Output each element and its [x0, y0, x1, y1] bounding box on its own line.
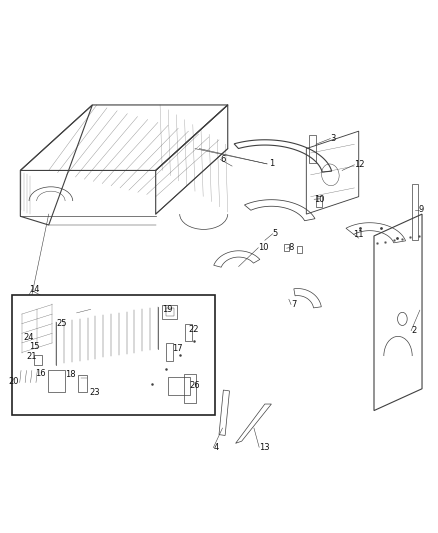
- Text: 4: 4: [213, 443, 219, 452]
- Text: 20: 20: [8, 377, 19, 386]
- Text: 15: 15: [29, 342, 39, 351]
- Text: 1: 1: [269, 159, 275, 168]
- Text: 2: 2: [411, 326, 417, 335]
- FancyBboxPatch shape: [12, 295, 215, 415]
- Text: 5: 5: [273, 229, 278, 238]
- Text: 23: 23: [89, 387, 100, 397]
- Text: 25: 25: [56, 319, 67, 328]
- Text: 16: 16: [35, 369, 46, 378]
- Text: 6: 6: [220, 155, 226, 164]
- Text: 21: 21: [27, 352, 37, 361]
- Text: 24: 24: [24, 333, 34, 342]
- Text: 13: 13: [259, 443, 270, 452]
- Text: 14: 14: [29, 285, 39, 294]
- Text: 19: 19: [162, 305, 172, 314]
- Text: 8: 8: [289, 243, 294, 252]
- Text: 17: 17: [172, 344, 182, 353]
- Text: 12: 12: [354, 160, 365, 169]
- Text: 22: 22: [188, 325, 198, 334]
- Text: 9: 9: [419, 205, 424, 214]
- Text: 10: 10: [314, 195, 325, 204]
- Text: 10: 10: [258, 243, 269, 252]
- Text: 3: 3: [330, 134, 336, 143]
- Text: 18: 18: [65, 370, 76, 379]
- Text: 26: 26: [189, 381, 200, 390]
- Text: 11: 11: [353, 230, 364, 239]
- Text: 7: 7: [291, 300, 297, 309]
